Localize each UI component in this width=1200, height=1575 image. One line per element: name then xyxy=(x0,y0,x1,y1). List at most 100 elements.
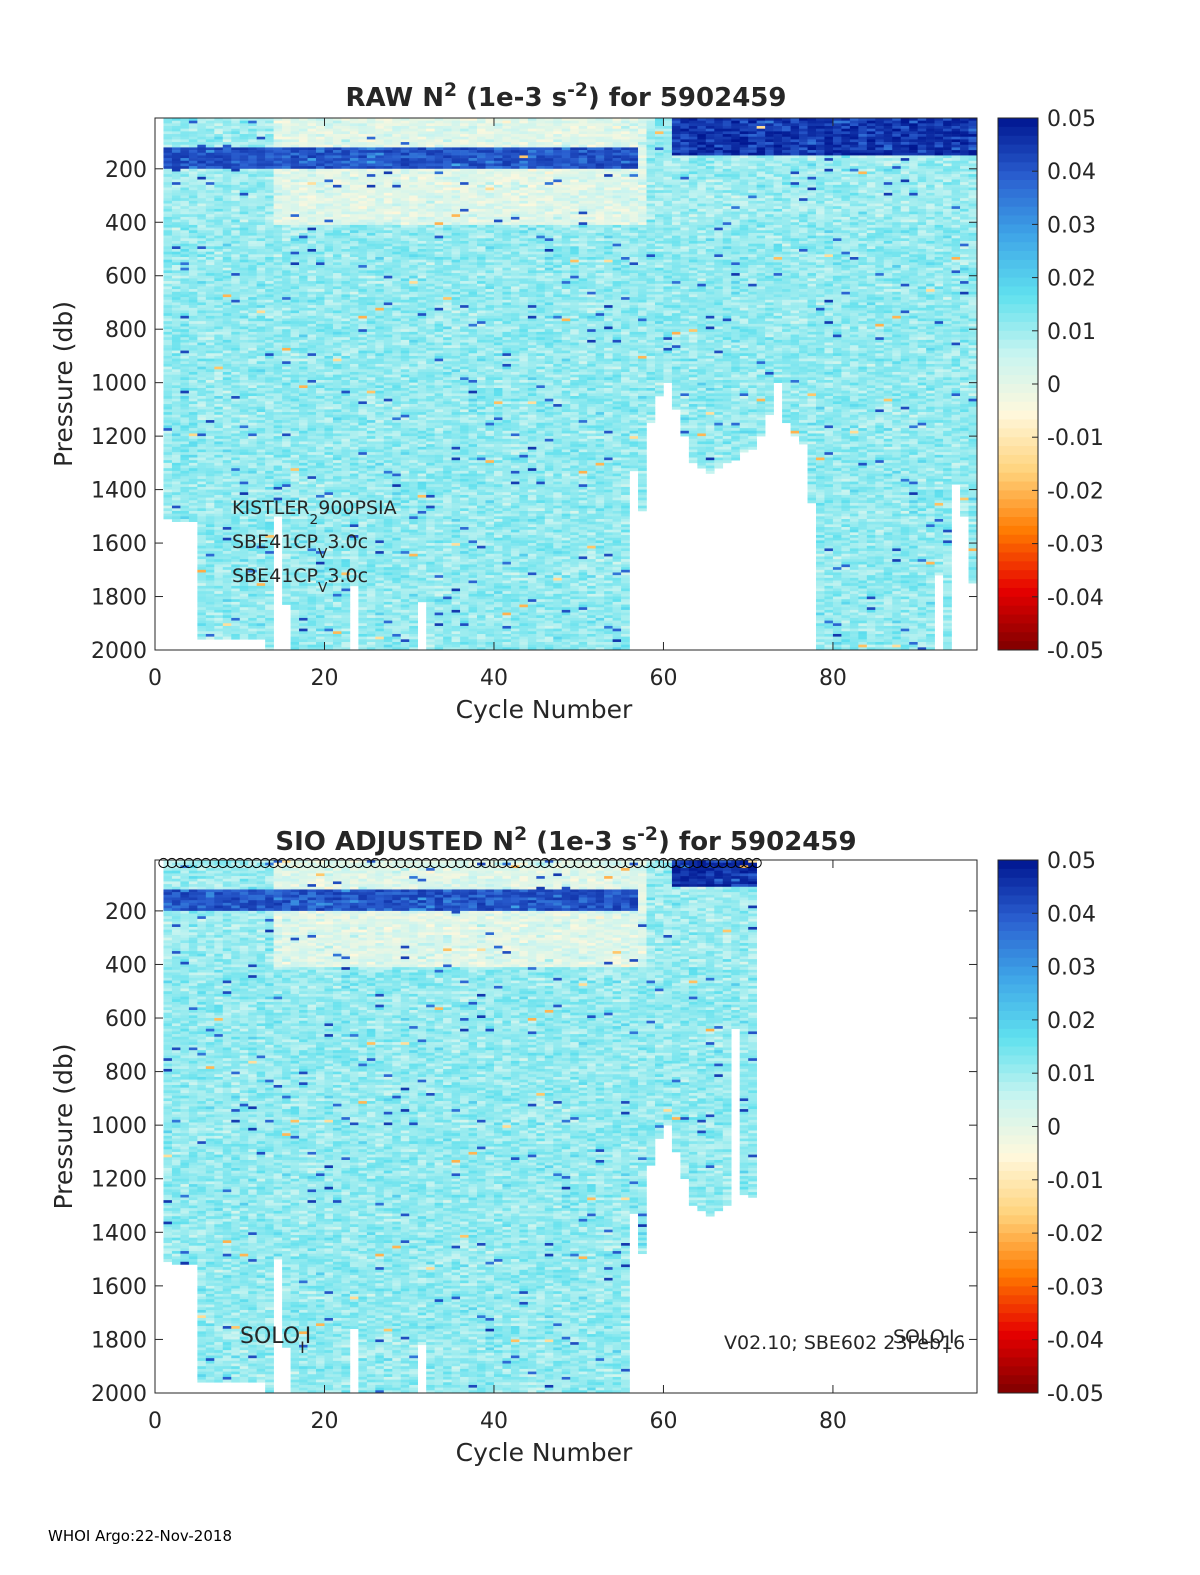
heatmap-cell xyxy=(299,131,308,135)
heatmap-cell xyxy=(307,227,317,231)
heatmap-cell xyxy=(383,350,393,354)
heatmap-cell xyxy=(239,265,249,269)
heatmap-cell xyxy=(248,347,257,351)
heatmap-cell xyxy=(214,307,224,311)
heatmap-cell xyxy=(282,374,291,378)
heatmap-cell xyxy=(341,363,351,367)
heatmap-cell xyxy=(163,142,173,146)
heatmap-cell xyxy=(214,551,224,555)
heatmap-cell xyxy=(324,436,334,440)
heatmap-cell xyxy=(358,473,368,477)
heatmap-cell xyxy=(180,465,190,469)
heatmap-cell xyxy=(163,497,173,501)
heatmap-cell xyxy=(282,283,291,287)
heatmap-cell xyxy=(282,307,291,311)
heatmap-cell xyxy=(214,457,224,461)
heatmap-cell xyxy=(188,460,198,464)
heatmap-cell xyxy=(248,246,257,250)
heatmap-cell xyxy=(375,318,385,322)
heatmap-cell xyxy=(299,337,308,341)
heatmap-cell xyxy=(248,163,257,167)
heatmap-cell xyxy=(366,238,376,242)
heatmap-cell xyxy=(231,363,241,367)
heatmap-cell xyxy=(375,281,385,285)
heatmap-cell xyxy=(214,519,224,522)
heatmap-cell xyxy=(324,310,334,314)
heatmap-cell xyxy=(171,297,181,301)
heatmap-cell xyxy=(299,270,308,274)
heatmap-cell xyxy=(256,262,266,266)
heatmap-cell xyxy=(256,444,266,448)
heatmap-cell xyxy=(332,187,342,191)
heatmap-cell xyxy=(358,224,368,228)
heatmap-cell xyxy=(248,254,257,258)
heatmap-cell xyxy=(358,593,368,597)
heatmap-cell xyxy=(290,513,300,517)
heatmap-cell xyxy=(239,243,249,247)
heatmap-cell xyxy=(375,257,385,260)
heatmap-cell xyxy=(239,219,249,223)
heatmap-cell xyxy=(231,152,241,156)
heatmap-cell xyxy=(349,297,359,301)
heatmap-cell xyxy=(256,227,266,231)
heatmap-cell xyxy=(239,358,249,362)
heatmap-cell xyxy=(273,134,283,138)
heatmap-cell xyxy=(163,363,173,367)
heatmap-cell xyxy=(299,361,308,365)
heatmap-cell xyxy=(290,203,300,207)
heatmap-cell xyxy=(256,409,266,413)
heatmap-cell xyxy=(324,633,334,637)
heatmap-cell xyxy=(231,307,241,311)
heatmap-cell xyxy=(180,118,190,121)
heatmap-cell xyxy=(307,596,317,600)
heatmap-cell xyxy=(366,131,376,135)
heatmap-cell xyxy=(358,444,368,448)
heatmap-cell xyxy=(341,281,351,285)
heatmap-cell xyxy=(205,460,215,464)
heatmap-cell xyxy=(341,144,351,148)
heatmap-cell xyxy=(222,206,232,210)
heatmap-cell xyxy=(163,139,173,143)
heatmap-cell xyxy=(222,580,232,584)
heatmap-cell xyxy=(332,297,342,301)
heatmap-cell xyxy=(383,240,393,244)
heatmap-cell xyxy=(214,289,224,293)
heatmap-cell xyxy=(180,259,190,263)
heatmap-cell xyxy=(248,529,257,533)
heatmap-cell xyxy=(358,449,368,453)
heatmap-cell xyxy=(256,158,266,162)
heatmap-cell xyxy=(375,396,385,399)
heatmap-cell xyxy=(205,564,215,568)
heatmap-cell xyxy=(188,315,198,319)
heatmap-cell xyxy=(349,248,359,252)
heatmap-cell xyxy=(316,171,325,175)
heatmap-cell xyxy=(180,155,190,159)
heatmap-cell xyxy=(332,449,342,453)
heatmap-cell xyxy=(349,310,359,314)
heatmap-cell xyxy=(188,184,198,188)
heatmap-cell xyxy=(231,473,241,477)
heatmap-cell xyxy=(163,168,173,172)
heatmap-cell xyxy=(265,393,274,397)
heatmap-cell xyxy=(349,548,359,552)
heatmap-cell xyxy=(375,510,385,514)
heatmap-cell xyxy=(290,251,300,255)
heatmap-cell xyxy=(324,150,334,154)
heatmap-cell xyxy=(188,168,198,172)
heatmap-cell xyxy=(205,168,215,172)
heatmap-cell xyxy=(265,583,274,587)
heatmap-cell xyxy=(290,494,300,498)
heatmap-cell xyxy=(197,430,207,434)
heatmap-cell xyxy=(349,286,359,290)
heatmap-cell xyxy=(256,535,266,539)
heatmap-cell xyxy=(349,569,359,573)
heatmap-cell xyxy=(375,171,385,175)
heatmap-cell xyxy=(290,521,300,525)
heatmap-cell xyxy=(299,350,308,354)
heatmap-cell xyxy=(324,267,334,271)
heatmap-cell xyxy=(171,208,181,212)
heatmap-cell xyxy=(214,152,224,156)
heatmap-cell xyxy=(171,123,181,127)
heatmap-cell xyxy=(290,139,300,143)
heatmap-cell xyxy=(205,281,215,285)
